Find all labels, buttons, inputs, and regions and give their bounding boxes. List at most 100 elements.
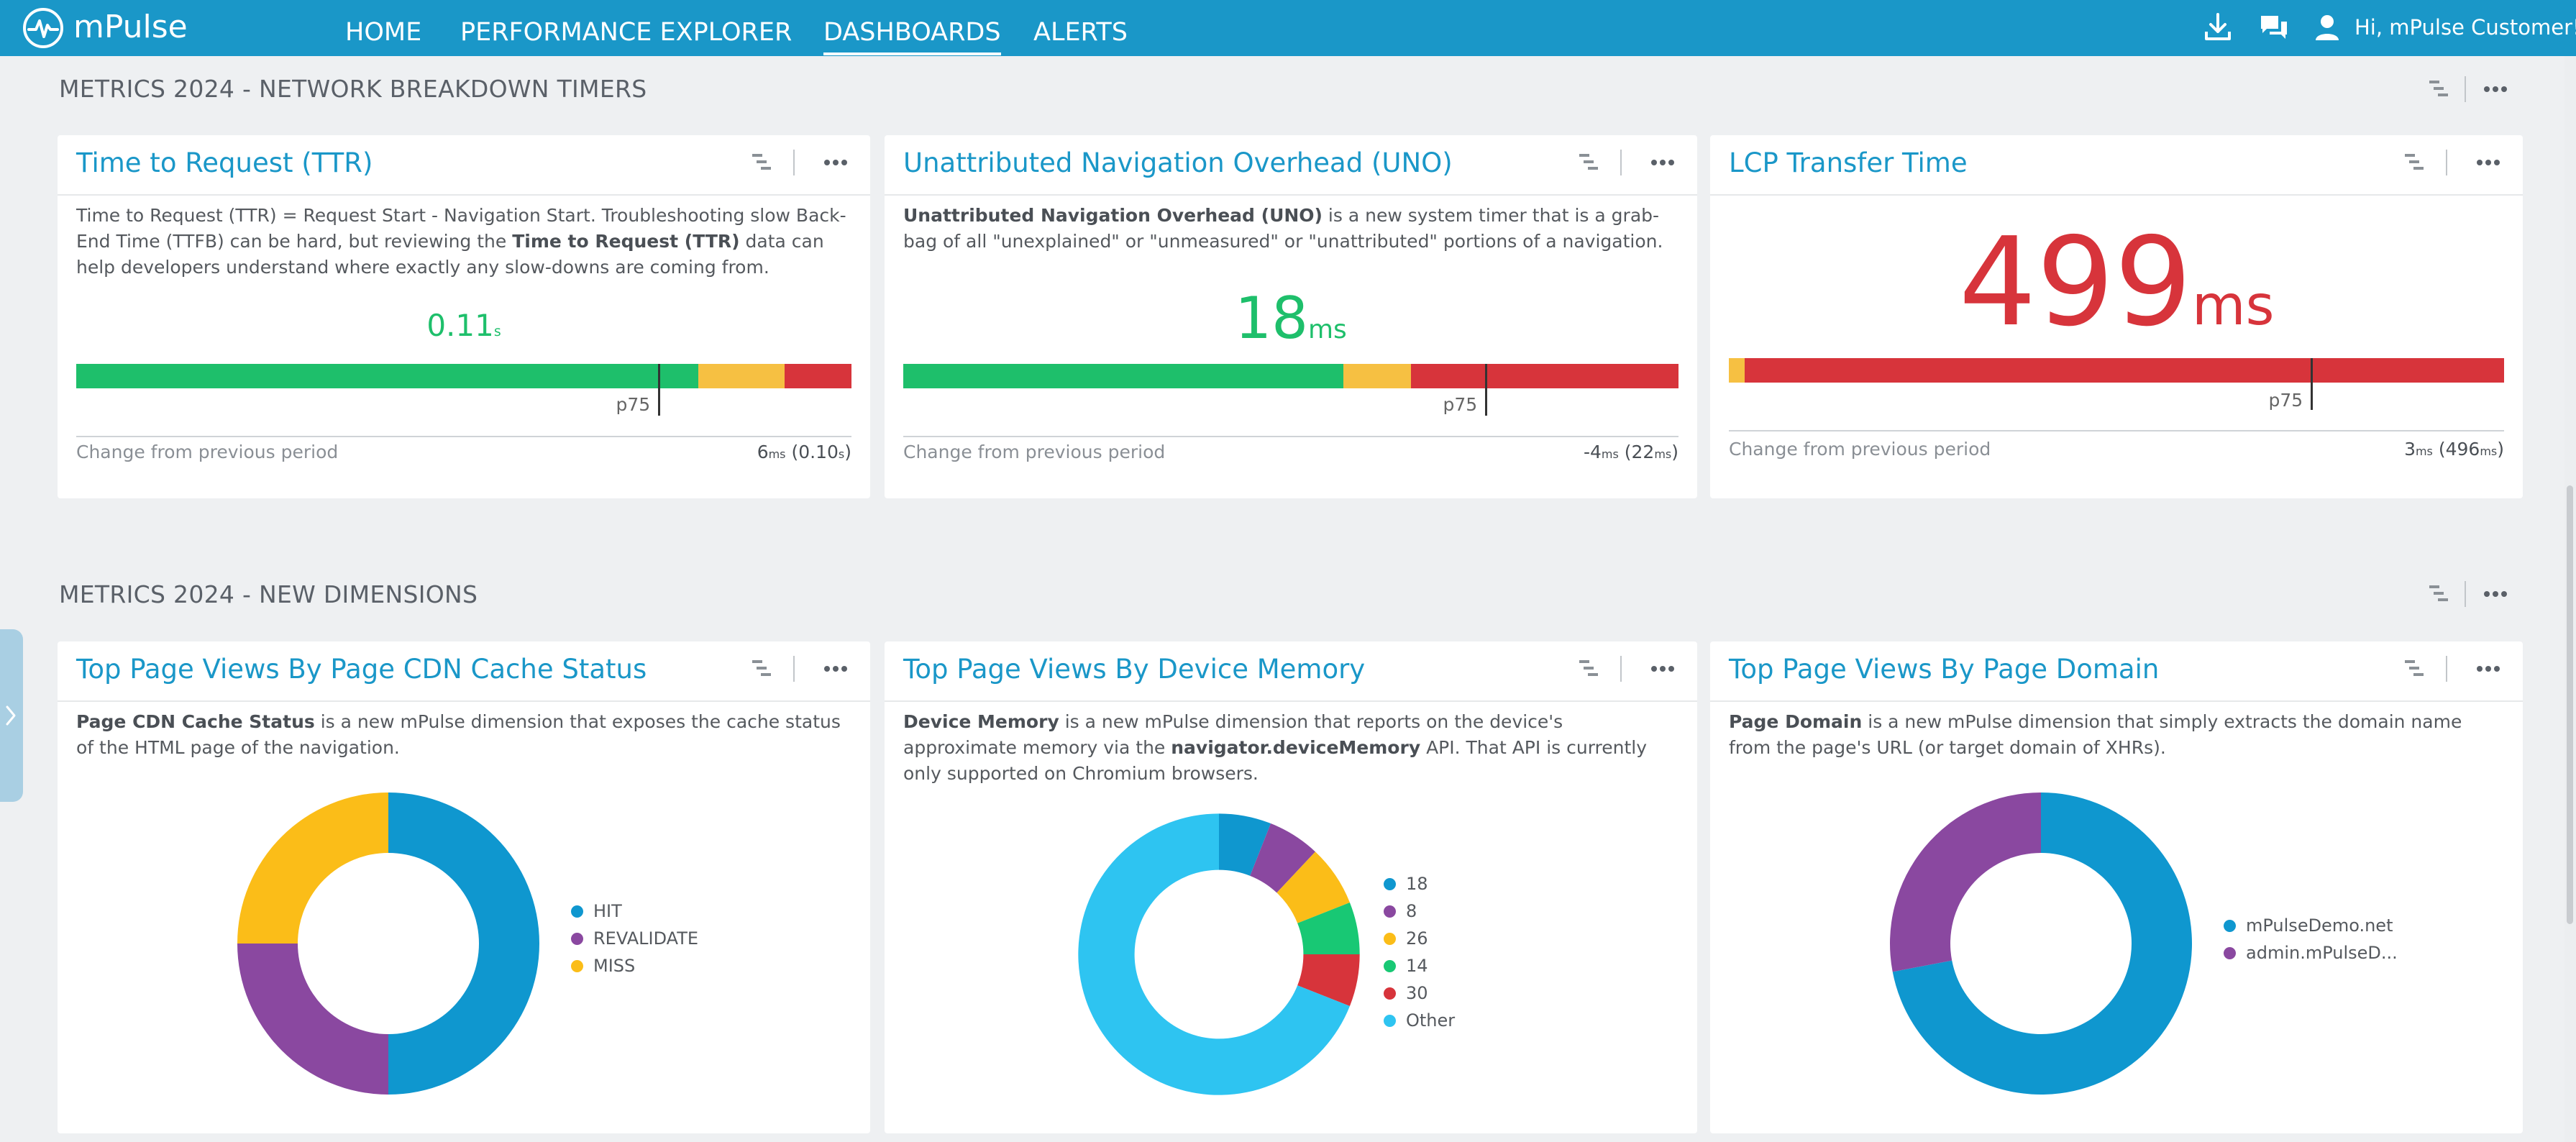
user-greeting[interactable]: Hi, mPulse Customer!: [2355, 15, 2576, 40]
metric-card-uno: Unattributed Navigation Overhead (UNO) U…: [885, 135, 1697, 498]
legend-item[interactable]: 26: [1384, 925, 1455, 952]
card-title[interactable]: LCP Transfer Time: [1729, 147, 1968, 178]
change-divider: [1729, 430, 2504, 431]
legend-item[interactable]: Other: [1384, 1007, 1455, 1034]
nav-dashboards[interactable]: DASHBOARDS: [823, 16, 1001, 55]
donut-slice-other[interactable]: [1078, 813, 1350, 1095]
more-options-icon[interactable]: [1651, 160, 1674, 165]
donut-slice-8[interactable]: [1250, 823, 1315, 893]
collapse-icon[interactable]: [1579, 154, 1598, 170]
collapse-icon[interactable]: [2405, 660, 2424, 676]
change-label: Change from previous period: [1729, 439, 1991, 460]
legend-item[interactable]: MISS: [571, 952, 698, 979]
legend-item[interactable]: admin.mPulseD...: [2224, 939, 2398, 967]
donut-slice-admin-mpulsed-[interactable]: [1890, 792, 2041, 972]
chevron-right-icon: [6, 705, 16, 726]
card-toolbar: [2405, 656, 2500, 682]
card-divider: [58, 700, 870, 702]
card-divider: [1710, 194, 2523, 196]
collapse-icon[interactable]: [2429, 81, 2448, 96]
legend-item[interactable]: REVALIDATE: [571, 925, 698, 952]
legend-item[interactable]: 18: [1384, 870, 1455, 897]
legend-swatch: [1384, 987, 1396, 1000]
card-toolbar: [752, 656, 847, 682]
legend-label: HIT: [593, 901, 622, 921]
collapse-icon[interactable]: [2429, 585, 2448, 601]
legend-swatch: [1384, 959, 1396, 972]
card-toolbar: [1579, 656, 1674, 682]
user-icon[interactable]: [2310, 10, 2344, 45]
legend-swatch: [1384, 932, 1396, 945]
collapse-icon[interactable]: [2405, 154, 2424, 170]
legend-swatch: [2224, 946, 2236, 959]
chart-legend: 18 8 26 14 30 Other: [1384, 870, 1455, 1034]
card-divider: [58, 194, 870, 196]
p75-label: p75: [1443, 394, 1478, 415]
more-options-icon[interactable]: [824, 160, 847, 165]
donut-slice-mpulsedemo-net[interactable]: [1892, 792, 2192, 1095]
change-label: Change from previous period: [76, 442, 339, 462]
metric-number: 0.11: [426, 308, 494, 343]
card-description: Time to Request (TTR) = Request Start - …: [76, 205, 846, 278]
card-description: Page CDN Cache Status is a new mPulse di…: [76, 711, 841, 758]
bar-segment-1: [698, 364, 785, 388]
legend-item[interactable]: 8: [1384, 897, 1455, 925]
card-title[interactable]: Top Page Views By Page CDN Cache Status: [76, 654, 647, 685]
donut-slice-miss[interactable]: [237, 792, 388, 944]
metric-unit: ms: [1307, 315, 1347, 344]
more-options-icon[interactable]: [824, 666, 847, 672]
collapse-icon[interactable]: [752, 154, 771, 170]
legend-item[interactable]: mPulseDemo.net: [2224, 912, 2398, 939]
more-options-icon[interactable]: [2477, 666, 2500, 672]
donut-slice-26[interactable]: [1276, 851, 1350, 923]
card-toolbar: [1579, 150, 1674, 175]
legend-label: admin.mPulseD...: [2246, 943, 2398, 963]
scrollbar-thumb[interactable]: [2567, 485, 2573, 924]
bar-segment-2: [785, 364, 851, 388]
collapse-icon[interactable]: [1579, 660, 1598, 676]
legend-swatch: [1384, 877, 1396, 890]
legend-item[interactable]: 14: [1384, 952, 1455, 979]
legend-item[interactable]: HIT: [571, 897, 698, 925]
card-title[interactable]: Time to Request (TTR): [76, 147, 373, 178]
side-panel-toggle[interactable]: [0, 629, 23, 802]
donut-slice-18[interactable]: [1219, 813, 1271, 876]
bar-segment-2: [1411, 364, 1678, 388]
more-options-icon[interactable]: [2484, 591, 2507, 597]
legend-label: 18: [1406, 874, 1428, 894]
legend-label: 26: [1406, 928, 1428, 949]
percentile-bar: [903, 364, 1678, 388]
chart-legend: mPulseDemo.net admin.mPulseD...: [2224, 912, 2398, 967]
chat-icon[interactable]: [2257, 10, 2291, 45]
app-name[interactable]: mPulse: [73, 9, 188, 45]
bar-segment-1: [1744, 358, 2504, 383]
bar-segment-1: [1343, 364, 1412, 388]
card-title[interactable]: Top Page Views By Page Domain: [1729, 654, 2160, 685]
card-description: Unattributed Navigation Overhead (UNO) i…: [903, 205, 1663, 252]
mpulse-logo-icon[interactable]: [22, 6, 65, 50]
donut-slice-hit[interactable]: [388, 792, 539, 1095]
download-icon[interactable]: [2201, 10, 2235, 45]
nav-performance-explorer[interactable]: PERFORMANCE EXPLORER: [460, 18, 793, 47]
p75-marker: [2310, 358, 2313, 410]
nav-alerts[interactable]: ALERTS: [1033, 18, 1128, 47]
nav-home[interactable]: HOME: [345, 18, 422, 47]
donut-slice-30[interactable]: [1297, 954, 1360, 1007]
card-title[interactable]: Top Page Views By Device Memory: [903, 654, 1366, 685]
more-options-icon[interactable]: [1651, 666, 1674, 672]
card-description: Device Memory is a new mPulse dimension …: [903, 711, 1648, 784]
more-options-icon[interactable]: [2477, 160, 2500, 165]
section-toolbar: [2429, 581, 2507, 607]
more-options-icon[interactable]: [2484, 86, 2507, 92]
change-divider: [76, 436, 851, 437]
chart-card-cdn-cache-status: Top Page Views By Page CDN Cache Status …: [58, 641, 870, 1133]
bar-segment-0: [1729, 358, 1745, 383]
metric-value: 18ms: [885, 286, 1697, 362]
metric-value: 0.11s: [58, 308, 870, 350]
donut-slice-14[interactable]: [1297, 902, 1360, 954]
card-title[interactable]: Unattributed Navigation Overhead (UNO): [903, 147, 1453, 178]
section-title-network-breakdown: METRICS 2024 - NETWORK BREAKDOWN TIMERS: [59, 75, 647, 103]
donut-slice-revalidate[interactable]: [237, 944, 388, 1095]
collapse-icon[interactable]: [752, 660, 771, 676]
legend-item[interactable]: 30: [1384, 979, 1455, 1007]
